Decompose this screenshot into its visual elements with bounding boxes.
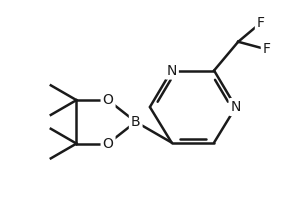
Text: O: O (103, 137, 114, 150)
Text: F: F (257, 16, 265, 30)
Text: N: N (166, 64, 177, 77)
Text: O: O (103, 93, 114, 107)
Text: B: B (131, 115, 141, 129)
Text: N: N (231, 100, 241, 114)
Text: F: F (263, 42, 271, 56)
